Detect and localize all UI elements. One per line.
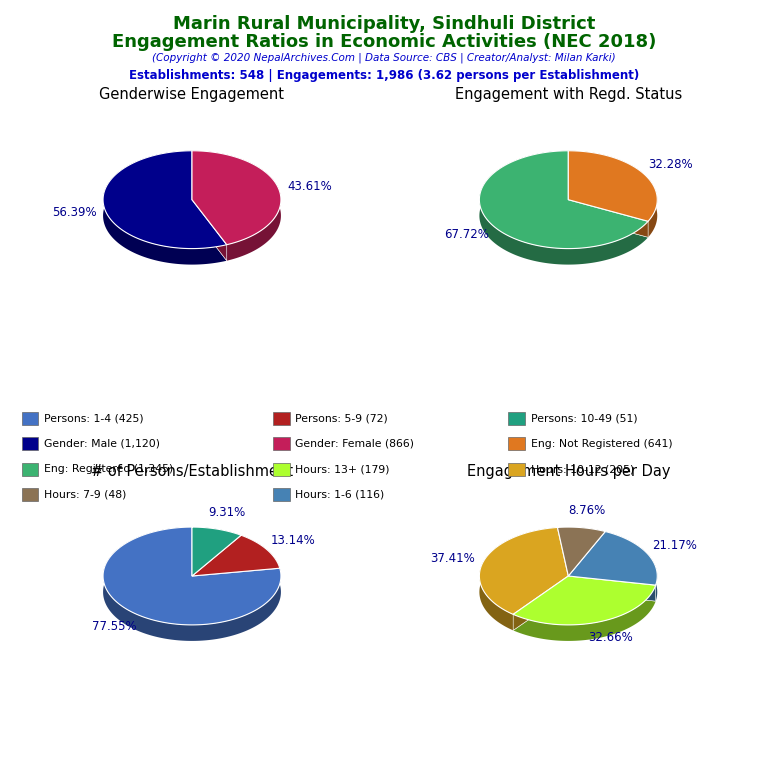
Polygon shape (568, 531, 605, 592)
Polygon shape (479, 528, 568, 614)
Polygon shape (513, 576, 568, 631)
Text: 9.31%: 9.31% (208, 506, 245, 519)
Text: 32.28%: 32.28% (648, 158, 693, 171)
Title: Genderwise Engagement: Genderwise Engagement (100, 88, 284, 102)
Polygon shape (568, 151, 657, 221)
Polygon shape (192, 535, 241, 592)
Polygon shape (192, 151, 281, 245)
Polygon shape (479, 528, 558, 631)
Text: Persons: 10-49 (51): Persons: 10-49 (51) (531, 413, 637, 424)
Text: (Copyright © 2020 NepalArchives.Com | Data Source: CBS | Creator/Analyst: Milan : (Copyright © 2020 NepalArchives.Com | Da… (152, 52, 616, 63)
Text: 67.72%: 67.72% (444, 228, 489, 241)
Polygon shape (568, 200, 648, 237)
Text: 21.17%: 21.17% (653, 539, 697, 552)
Text: Persons: 5-9 (72): Persons: 5-9 (72) (295, 413, 388, 424)
Title: Engagement with Regd. Status: Engagement with Regd. Status (455, 88, 682, 102)
Polygon shape (513, 576, 656, 625)
Polygon shape (192, 535, 280, 576)
Polygon shape (568, 531, 657, 585)
Polygon shape (192, 568, 280, 592)
Polygon shape (479, 151, 648, 249)
Text: Hours: 1-6 (116): Hours: 1-6 (116) (295, 489, 384, 500)
Polygon shape (558, 528, 568, 592)
Text: 37.41%: 37.41% (430, 551, 475, 564)
Polygon shape (513, 585, 656, 641)
Polygon shape (558, 527, 605, 548)
Text: Gender: Female (866): Gender: Female (866) (295, 439, 414, 449)
Text: Marin Rural Municipality, Sindhuli District: Marin Rural Municipality, Sindhuli Distr… (173, 15, 595, 33)
Text: Hours: 10-12 (205): Hours: 10-12 (205) (531, 464, 634, 475)
Title: Engagement Hours per Day: Engagement Hours per Day (467, 464, 670, 478)
Polygon shape (192, 568, 280, 592)
Polygon shape (103, 151, 227, 249)
Text: Hours: 7-9 (48): Hours: 7-9 (48) (44, 489, 126, 500)
Polygon shape (192, 200, 227, 260)
Text: Eng: Not Registered (641): Eng: Not Registered (641) (531, 439, 672, 449)
Text: 32.66%: 32.66% (588, 631, 633, 644)
Polygon shape (568, 576, 656, 601)
Polygon shape (103, 527, 281, 625)
Polygon shape (513, 576, 568, 631)
Polygon shape (192, 200, 227, 260)
Text: 13.14%: 13.14% (270, 534, 315, 547)
Polygon shape (103, 151, 227, 265)
Text: Engagement Ratios in Economic Activities (NEC 2018): Engagement Ratios in Economic Activities… (112, 33, 656, 51)
Text: Hours: 13+ (179): Hours: 13+ (179) (295, 464, 389, 475)
Text: 56.39%: 56.39% (52, 207, 97, 220)
Polygon shape (568, 531, 605, 592)
Polygon shape (558, 528, 568, 592)
Polygon shape (241, 535, 280, 584)
Text: Gender: Male (1,120): Gender: Male (1,120) (44, 439, 160, 449)
Text: 77.55%: 77.55% (92, 620, 137, 633)
Polygon shape (568, 576, 656, 601)
Polygon shape (192, 527, 241, 576)
Polygon shape (103, 527, 281, 641)
Text: Establishments: 548 | Engagements: 1,986 (3.62 persons per Establishment): Establishments: 548 | Engagements: 1,986… (129, 69, 639, 82)
Text: Eng: Registered (1,345): Eng: Registered (1,345) (44, 464, 173, 475)
Polygon shape (479, 151, 648, 265)
Polygon shape (192, 527, 241, 551)
Polygon shape (568, 151, 657, 237)
Text: 43.61%: 43.61% (287, 180, 332, 193)
Text: Persons: 1-4 (425): Persons: 1-4 (425) (44, 413, 144, 424)
Polygon shape (605, 531, 657, 601)
Polygon shape (192, 151, 281, 260)
Text: 8.76%: 8.76% (568, 505, 605, 517)
Polygon shape (192, 535, 241, 592)
Title: # of Persons/Establishment: # of Persons/Establishment (91, 464, 293, 478)
Polygon shape (558, 527, 605, 576)
Polygon shape (568, 200, 648, 237)
